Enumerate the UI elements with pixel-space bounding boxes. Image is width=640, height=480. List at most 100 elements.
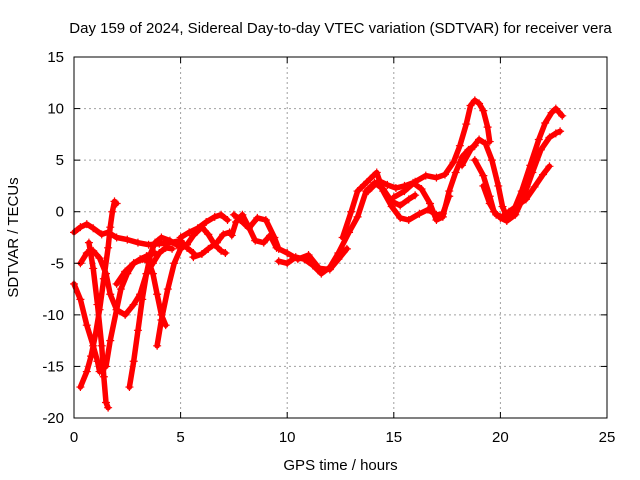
data-point [189,253,198,262]
data-point [108,207,117,216]
series-sat-J [176,210,232,242]
data-point [372,168,381,177]
data-point [219,230,228,239]
data-point [317,269,326,278]
data-point [157,233,166,242]
data-point [251,236,260,245]
data-point [304,251,313,260]
data-point [551,129,560,138]
data-point [210,212,219,221]
data-point [133,238,142,247]
data-point [153,290,162,299]
x-tick-label: 25 [599,429,616,446]
data-point [466,101,475,110]
y-tick-label: 0 [56,204,64,221]
x-tick-label: 0 [70,429,78,446]
data-point [534,135,543,144]
data-point [76,295,85,304]
data-point [494,181,503,190]
data-point [129,357,138,366]
data-point [99,372,108,381]
data-point [182,240,191,249]
data-point [411,177,420,186]
data-point [481,139,490,148]
data-point [451,168,460,177]
data-point [545,162,554,171]
data-point [101,398,110,407]
data-point [142,269,151,278]
data-point [374,176,383,185]
axis-ticks: 0 5 10 15 20 25 -20 -15 -10 -5 0 5 10 15 [42,49,615,446]
data-point [274,244,283,253]
data-point [391,183,400,192]
data-point [347,207,356,216]
data-point [539,170,548,179]
y-axis-label: SDTVAR / TECUs [5,177,22,297]
data-point [82,321,91,330]
data-point [432,215,441,224]
data-point [172,240,181,249]
series-trace [480,163,553,220]
data-point [353,212,362,221]
data-point [223,215,232,224]
data-point [212,238,221,247]
data-point [157,316,166,325]
data-point [229,210,238,219]
data-point [112,305,121,314]
data-point [479,171,488,180]
data-point [530,182,539,191]
data-point [104,243,113,252]
series-sat-K [189,228,234,262]
data-point [121,310,130,319]
data-point [528,168,537,177]
series-sat-T [479,162,554,221]
data-point [76,223,85,232]
data-point [475,99,484,108]
data-point [504,207,513,216]
data-point [364,187,373,196]
data-point [95,254,104,263]
y-tick-label: -15 [42,358,64,375]
data-point [227,231,236,240]
data-point [483,123,492,132]
data-point [383,180,392,189]
data-series [70,96,567,412]
y-tick-label: 15 [47,49,64,66]
data-point [84,238,93,247]
data-point [498,202,507,211]
data-point [236,215,245,224]
data-point [112,199,121,208]
data-point [475,135,484,144]
data-point [204,230,213,239]
data-point [511,210,520,219]
data-point [432,173,441,182]
data-point [104,403,113,412]
data-point [133,326,142,335]
data-point [536,145,545,154]
data-point [455,141,464,150]
data-point [176,233,185,242]
grid [74,57,607,418]
data-point [165,236,174,245]
data-point [445,187,454,196]
series-sat-E [84,238,113,412]
data-point [97,341,106,350]
data-point [396,213,405,222]
data-point [426,199,435,208]
data-point [82,367,91,376]
data-point [415,209,424,218]
data-point [202,218,211,227]
data-point [168,244,177,253]
data-point [204,244,213,253]
data-point [438,212,447,221]
data-point [334,248,343,257]
y-tick-label: 10 [47,101,64,118]
data-point [221,248,230,257]
data-point [153,341,162,350]
data-point [300,255,309,264]
data-point [161,243,170,252]
data-point [89,264,98,273]
data-point [129,300,138,309]
data-point [541,119,550,128]
